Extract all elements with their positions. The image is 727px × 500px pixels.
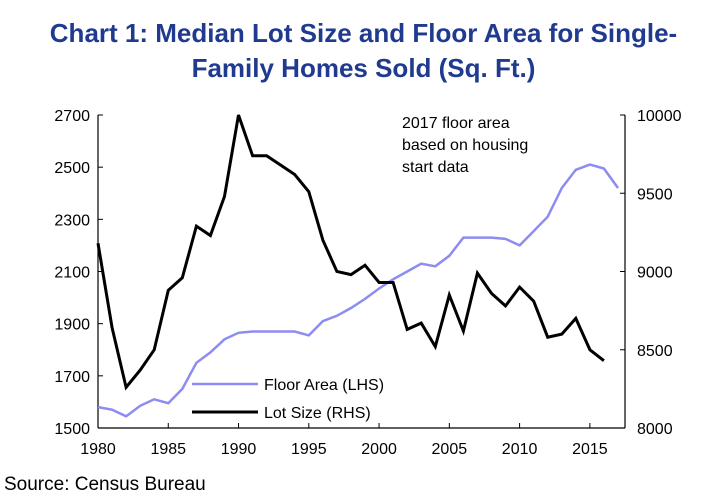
chart-axes bbox=[97, 114, 626, 429]
y-left-tick-label: 1700 bbox=[54, 369, 90, 386]
x-tick-label: 2000 bbox=[361, 441, 397, 458]
annotation-line-3: start data bbox=[402, 159, 469, 176]
chart-title: Chart 1: Median Lot Size and Floor Area … bbox=[20, 16, 707, 86]
y-left-tick-label: 1900 bbox=[54, 317, 90, 334]
annotation-line-2: based on housing bbox=[402, 137, 528, 154]
legend-label-floor-area: Floor Area (LHS) bbox=[264, 377, 384, 394]
chart-tick-labels: 1500 1700 1900 2100 2300 2500 2700 8000 8500 9000… bbox=[54, 108, 681, 458]
chart-title-line-1: Chart 1: Median Lot Size and Floor Area … bbox=[49, 18, 678, 48]
x-tick-label: 1995 bbox=[291, 441, 327, 458]
y-right-tick-label: 9000 bbox=[637, 265, 673, 282]
x-tick-label: 2015 bbox=[572, 441, 608, 458]
y-right-tick-label: 8500 bbox=[637, 343, 673, 360]
y-left-tick-label: 2500 bbox=[54, 160, 90, 177]
y-left-tick-label: 2100 bbox=[54, 265, 90, 282]
legend-label-lot-size: Lot Size (RHS) bbox=[264, 405, 371, 422]
y-left-tick-label: 2300 bbox=[54, 212, 90, 229]
x-tick-label: 1980 bbox=[80, 441, 116, 458]
chart-title-line-2: Family Homes Sold (Sq. Ft.) bbox=[191, 53, 536, 83]
series-line-floor-area bbox=[97, 163, 620, 418]
x-tick-label: 2005 bbox=[432, 441, 468, 458]
source-note: Source: Census Bureau bbox=[4, 474, 206, 495]
y-right-tick-label: 10000 bbox=[637, 108, 682, 125]
y-left-tick-label: 2700 bbox=[54, 108, 90, 125]
y-right-tick-label: 9500 bbox=[637, 186, 673, 203]
y-right-tick-label: 8000 bbox=[637, 421, 673, 438]
series-line-lot-size bbox=[96, 114, 605, 391]
chart-series bbox=[96, 114, 620, 418]
x-tick-label: 2010 bbox=[502, 441, 538, 458]
x-tick-label: 1990 bbox=[221, 441, 257, 458]
x-tick-label: 1985 bbox=[150, 441, 186, 458]
legend: Floor Area (LHS) Lot Size (RHS) bbox=[192, 377, 384, 422]
annotation-line-1: 2017 floor area bbox=[402, 115, 510, 132]
y-left-tick-label: 1500 bbox=[54, 421, 90, 438]
